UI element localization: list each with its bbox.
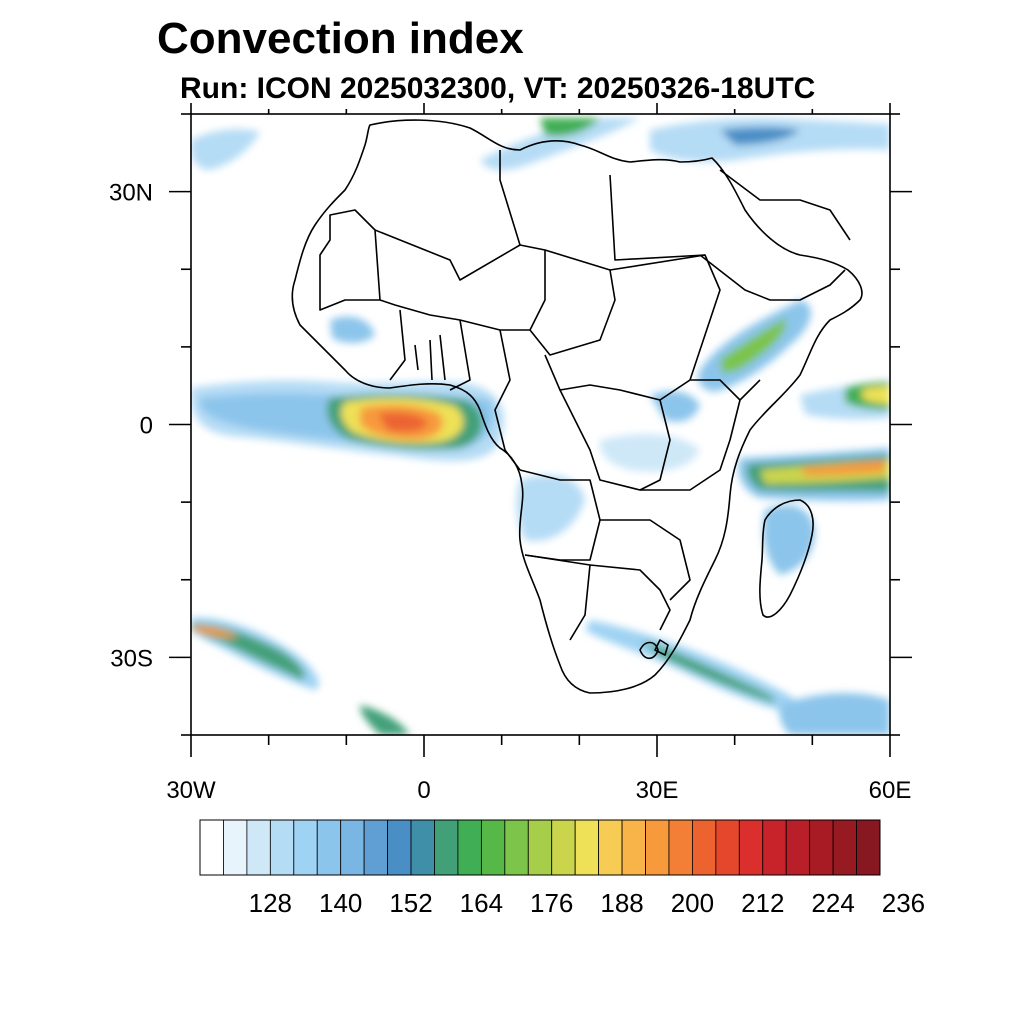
lon-label: 0 [417,777,430,804]
colorbar-swatch [293,819,318,876]
colorbar-swatch [621,819,646,876]
colorbar-label: 212 [741,888,784,918]
map-subtitle: Run: ICON 2025032300, VT: 20250326-18UTC [180,72,816,105]
colorbar-label: 200 [671,888,714,918]
colorbar-label: 128 [249,888,292,918]
colorbar-swatch [387,819,412,876]
lat-label: 0 [140,413,153,440]
map-panel [191,114,890,735]
colorbar-swatch [363,819,388,876]
colorbar-swatch [551,819,576,876]
colorbar-swatch [340,819,365,876]
colorbar-swatch [574,819,600,876]
colorbar-frame [199,819,881,876]
colorbar-swatch [738,819,764,876]
colorbar-label: 140 [319,888,362,918]
colorbar-swatch [269,819,295,876]
map-title: Convection index [157,14,524,63]
lat-label: 30S [110,645,153,672]
colorbar-swatch [692,819,717,876]
colorbar-swatch [762,819,787,876]
colorbar-swatch [598,819,623,876]
axis-labels: 30W 0 30E 60E 30N 0 30S [109,180,911,804]
colorbar-swatch [715,819,740,876]
convection-field [191,118,890,735]
colorbar-swatch [199,819,224,876]
colorbar-swatch [668,819,693,876]
colorbar-label: 188 [600,888,643,918]
colorbar-swatch [809,819,834,876]
lon-label: 30W [166,777,216,804]
colorbar-swatch [832,819,857,876]
colorbar-label: 236 [882,888,925,918]
colorbar-swatch [785,819,811,876]
lon-label: 30E [636,777,679,804]
colorbar-swatch [457,819,482,876]
colorbar-label: 152 [389,888,432,918]
colorbar-swatch [527,819,553,876]
colorbar-label: 164 [460,888,503,918]
colorbar: 128 140 152 164 176 188 200 212 224 236 [199,819,925,918]
axis-ticks [169,103,912,757]
colorbar-swatch [410,819,435,876]
colorbar-swatch [434,819,459,876]
colorbar-swatch [316,819,342,876]
colorbar-swatch [856,819,881,876]
lon-label: 60E [869,777,912,804]
colorbar-swatch [504,819,529,876]
lat-label: 30N [109,180,153,207]
colorbar-swatch [480,819,506,876]
colorbar-swatch [645,819,670,876]
colorbar-swatch [223,819,248,876]
colorbar-swatch [246,819,271,876]
colorbar-label: 224 [811,888,854,918]
colorbar-label: 176 [530,888,573,918]
country-borders [291,119,863,694]
